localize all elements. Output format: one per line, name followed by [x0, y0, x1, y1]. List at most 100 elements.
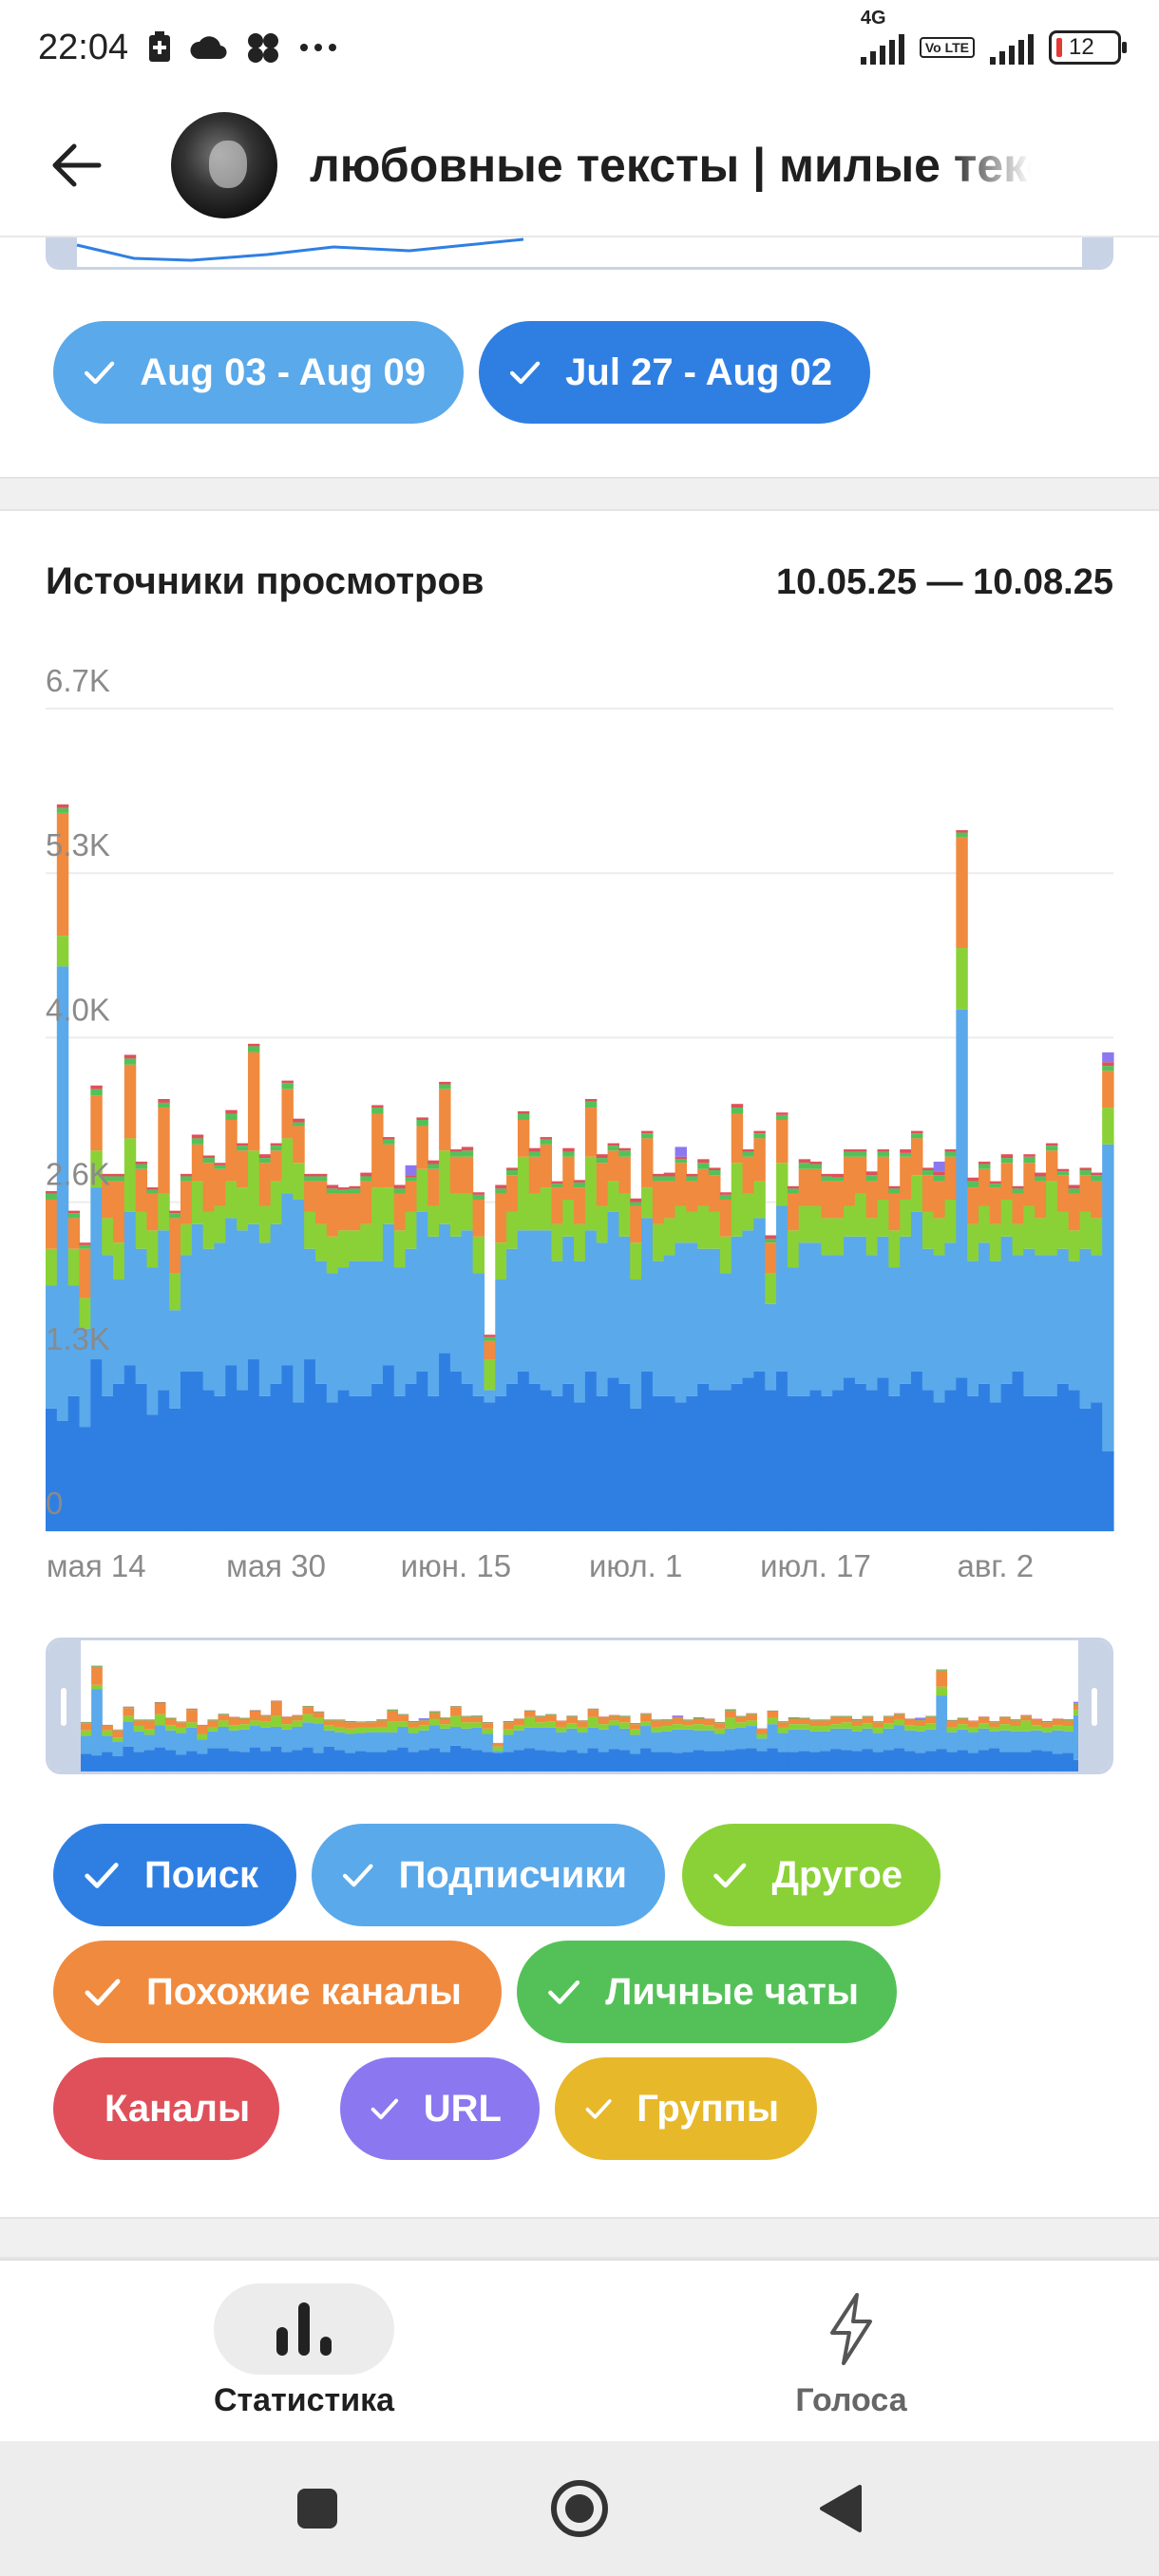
bar-segment — [506, 1169, 519, 1176]
bar-segment — [79, 1248, 91, 1298]
navigator-bar-segment — [387, 1721, 399, 1733]
views-sources-range[interactable]: 10.05.25 — 10.08.25 — [776, 562, 1113, 602]
source-filter-pill[interactable]: Личные чаты — [517, 1941, 897, 2043]
navigator-bar-segment — [164, 1725, 177, 1731]
navigator-bar-segment — [713, 1751, 726, 1771]
navigator-bar-segment — [313, 1712, 325, 1718]
navigator-handle-right[interactable] — [1078, 1640, 1111, 1771]
bar-segment — [281, 1089, 294, 1139]
bar-segment — [877, 1156, 889, 1201]
bar-segment — [146, 1230, 159, 1268]
navigator-bar-segment — [492, 1751, 504, 1753]
circle-icon[interactable] — [522, 2441, 636, 2576]
navigator-bar-segment — [862, 1749, 874, 1771]
navigator-bar-segment — [249, 1720, 261, 1727]
bar-segment — [528, 1151, 542, 1157]
bar-segment — [102, 1176, 114, 1182]
bar-segment — [944, 1242, 957, 1391]
bar-segment — [798, 1168, 811, 1206]
source-filter-label: Похожие каналы — [146, 1970, 462, 2013]
source-filter-pill[interactable]: Подписчики — [312, 1824, 665, 1926]
bar-segment — [158, 1193, 170, 1231]
bar-segment — [865, 1390, 879, 1531]
source-filter-pill[interactable]: Другое — [682, 1824, 940, 1926]
navigator-bar-segment — [957, 1718, 969, 1725]
bar-segment — [405, 1248, 418, 1384]
tab-statistics[interactable]: Статистика — [114, 2261, 494, 2443]
navigator-bar-segment — [91, 1666, 103, 1667]
chart-range-navigator[interactable] — [46, 1638, 1113, 1774]
source-filter-pill[interactable]: Поиск — [53, 1824, 296, 1926]
navigator-bar-segment — [355, 1727, 367, 1733]
bar-segment — [1102, 1051, 1114, 1063]
bar-segment — [405, 1181, 418, 1212]
bar-segment — [191, 1181, 204, 1224]
bar-segment — [967, 1181, 979, 1188]
navigator-bar-segment — [112, 1730, 124, 1731]
source-filter-pill[interactable]: URL — [340, 2057, 540, 2160]
navigator-bar-segment — [682, 1729, 694, 1752]
navigator-bar-segment — [523, 1711, 536, 1712]
navigator-bar-segment — [566, 1728, 579, 1751]
navigator-bar-segment — [851, 1718, 864, 1720]
navigator-bar-segment — [292, 1720, 304, 1727]
source-filter-pill[interactable]: Каналы — [53, 2057, 279, 2160]
square-icon[interactable] — [260, 2441, 374, 2576]
bar-segment — [495, 1279, 507, 1396]
navigator-bar-segment — [238, 1752, 251, 1771]
navigator-bar-segment — [618, 1722, 631, 1729]
bar-segment — [1012, 1188, 1024, 1194]
navigator-bar-segment — [703, 1725, 715, 1731]
bar-segment — [56, 1420, 69, 1531]
bar-segment — [124, 1058, 137, 1065]
navigator-bar-segment — [154, 1703, 166, 1714]
navigator-bar-segment — [978, 1750, 990, 1771]
bar-segment — [326, 1236, 339, 1274]
bar-segment — [67, 1248, 81, 1286]
navigator-bar-segment — [735, 1715, 747, 1717]
navigator-bar-segment — [608, 1715, 620, 1721]
bar-segment — [809, 1205, 822, 1243]
navigator-bar-segment — [91, 1689, 103, 1756]
period-filter-aug03[interactable]: Aug 03 - Aug 09 — [53, 321, 464, 424]
navigator-bar-segment — [461, 1748, 472, 1771]
bar-segment — [528, 1230, 542, 1384]
previous-chart-navigator[interactable] — [46, 237, 1113, 270]
bar-segment — [1056, 1248, 1070, 1384]
bar-segment — [1102, 1070, 1114, 1108]
bar-segment — [393, 1184, 407, 1189]
bar-segment — [742, 1377, 754, 1531]
bar-segment — [237, 1143, 249, 1146]
bar-segment — [258, 1158, 272, 1164]
navigator-bar-segment — [808, 1720, 821, 1727]
navigator-bar-segment — [228, 1716, 240, 1718]
bar-segment — [472, 1200, 485, 1237]
bar-segment — [663, 1172, 676, 1177]
bar-segment — [112, 1176, 125, 1182]
bar-segment — [180, 1173, 193, 1177]
navigator-bar-segment — [820, 1719, 831, 1721]
source-filter-pill[interactable]: Похожие каналы — [53, 1941, 502, 2043]
source-filter-pill[interactable]: Группы — [555, 2057, 817, 2160]
bar-segment — [630, 1198, 642, 1203]
navigator-bar-segment — [418, 1725, 430, 1731]
tab-votes[interactable]: Голоса — [661, 2261, 1041, 2443]
views-sources-chart[interactable]: 0 1.3K 2.6K 4.0K 5.3K 6.7K мая 14 мая 30 июн. 15… — [0, 646, 1159, 1577]
navigator-bar-segment — [323, 1746, 335, 1771]
bar-segment — [1091, 1181, 1103, 1219]
triangle-back-icon[interactable] — [783, 2441, 897, 2576]
bar-segment — [1046, 1181, 1058, 1256]
navigator-handle-left[interactable] — [48, 1640, 81, 1771]
navigator-bar-segment — [587, 1710, 599, 1717]
navigator-bar-segment — [545, 1714, 557, 1722]
navigator-bar-segment — [788, 1752, 800, 1771]
arrow-left-icon[interactable] — [48, 137, 104, 194]
navigator-bar-segment — [228, 1730, 240, 1752]
bar-segment — [495, 1242, 507, 1280]
period-filter-jul27[interactable]: Jul 27 - Aug 02 — [479, 321, 870, 424]
channel-avatar[interactable] — [171, 112, 277, 218]
navigator-bar-segment — [492, 1743, 504, 1747]
bar-segment — [663, 1255, 676, 1396]
navigator-bar-segment — [904, 1718, 916, 1720]
navigator-bar-segment — [566, 1716, 579, 1724]
